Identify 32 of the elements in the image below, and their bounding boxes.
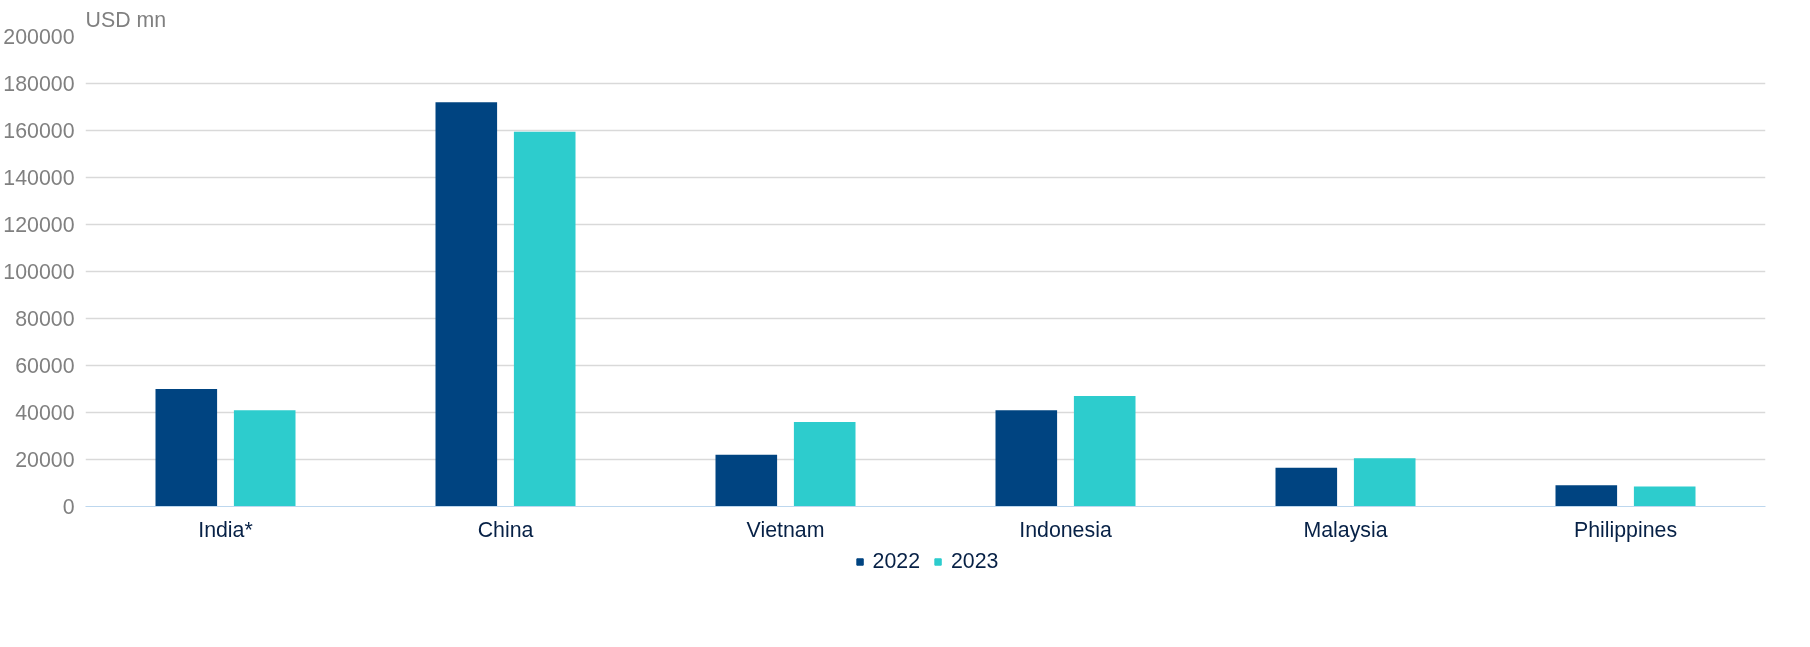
y-tick-label: 100000 [3, 260, 75, 284]
x-tick-label: China [477, 517, 534, 542]
y-tick-label: 180000 [3, 72, 75, 96]
y-tick-label: 0 [62, 495, 75, 519]
y-tick-label: 80000 [15, 307, 75, 331]
bar [1555, 485, 1618, 507]
x-tick-label: Vietnam [746, 517, 825, 542]
x-tick-label: India* [198, 517, 253, 542]
bar [793, 421, 856, 507]
bar [435, 102, 498, 507]
bar [155, 389, 218, 507]
x-tick-label: Indonesia [1019, 517, 1112, 542]
bar [995, 410, 1058, 507]
y-tick-label: 40000 [15, 401, 75, 425]
bar [715, 454, 778, 507]
bar [233, 410, 296, 507]
y-tick-label: 140000 [3, 166, 75, 190]
bar [1073, 396, 1136, 507]
y-tick-label: 200000 [3, 25, 75, 49]
bar [1633, 486, 1696, 507]
x-tick-label: Malaysia [1303, 517, 1388, 542]
y-tick-label: 120000 [3, 213, 75, 237]
y-axis-title: USD mn [85, 7, 167, 32]
y-tick-label: 160000 [3, 119, 75, 143]
y-tick-label: 60000 [15, 354, 75, 378]
bar [1275, 467, 1338, 507]
bar [1353, 458, 1416, 507]
y-tick-label: 20000 [15, 448, 75, 472]
bar [513, 131, 576, 507]
x-tick-label: Philippines [1573, 517, 1678, 542]
legend-label: 2023 [951, 548, 999, 574]
legend-label: 2022 [872, 548, 920, 574]
